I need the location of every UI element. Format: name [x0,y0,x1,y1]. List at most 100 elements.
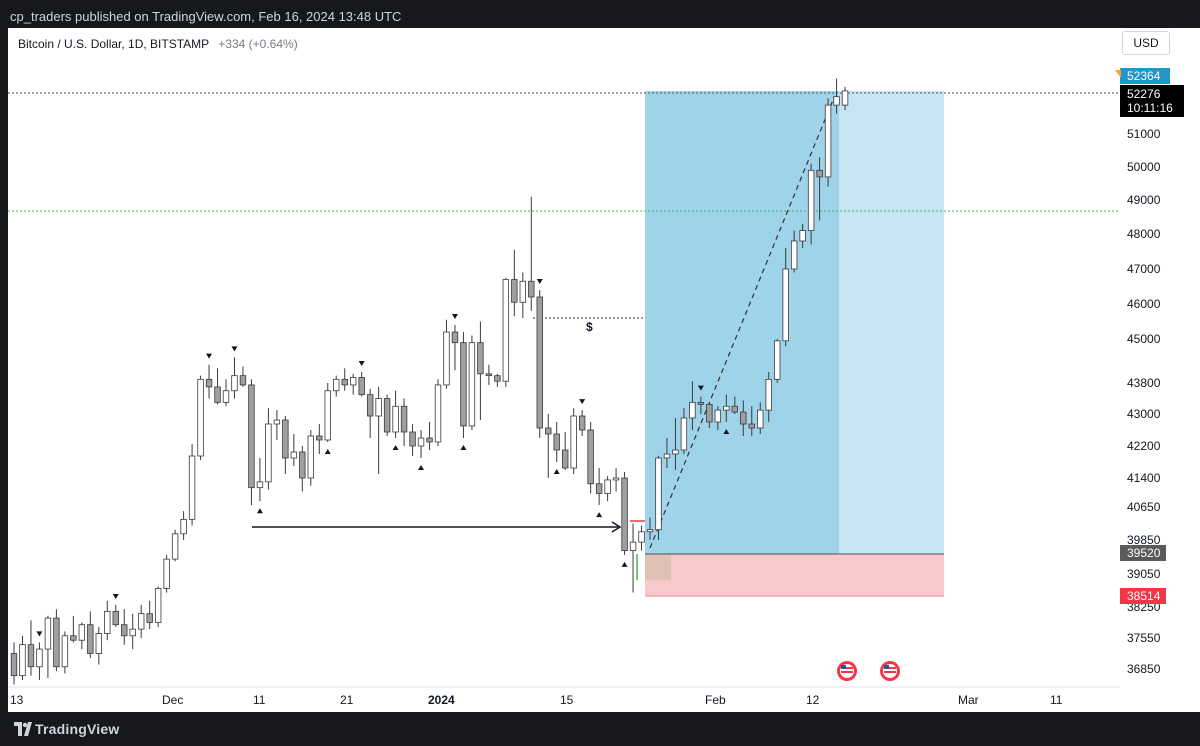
candle[interactable] [426,437,433,443]
candle[interactable] [188,455,196,520]
candle[interactable] [765,378,772,411]
symbol-title[interactable]: Bitcoin / U.S. Dollar, 1D, BITSTAMP [18,37,209,51]
candle[interactable] [205,378,213,388]
candle[interactable] [807,169,815,232]
candle[interactable] [451,331,459,344]
long-position-profit-zone-ext[interactable] [839,91,944,554]
candle[interactable] [333,378,340,392]
candle[interactable] [774,340,781,380]
chart-legend[interactable]: Bitcoin / U.S. Dollar, 1D, BITSTAMP +334… [18,37,298,51]
us-event-icon[interactable] [837,661,857,681]
candle[interactable] [460,342,467,427]
candle[interactable] [790,240,798,270]
candle[interactable] [61,635,69,668]
candle[interactable] [443,331,450,386]
candle[interactable] [578,415,586,431]
candle[interactable] [528,280,535,298]
currency-button[interactable]: USD [1122,31,1170,55]
candle[interactable] [239,375,247,386]
candle[interactable] [349,377,357,386]
candle[interactable] [137,613,145,630]
candle[interactable] [180,518,187,535]
candle[interactable] [816,169,823,178]
candle[interactable] [358,377,365,396]
long-position-stop-zone[interactable] [645,554,944,596]
candle[interactable] [375,398,382,417]
candle[interactable] [468,342,476,427]
candle[interactable] [434,384,442,443]
candle[interactable] [731,405,738,413]
us-event-icon-2[interactable] [880,661,900,681]
candle[interactable] [112,611,119,626]
candle[interactable] [757,409,764,429]
candle[interactable] [714,409,722,423]
candle[interactable] [27,644,35,668]
candle[interactable] [171,533,179,560]
candle[interactable] [256,481,264,489]
candle[interactable] [604,479,611,494]
candle[interactable] [197,378,204,457]
candle[interactable] [341,378,348,386]
candle[interactable] [417,437,425,447]
candle[interactable] [612,477,620,481]
candle[interactable] [383,398,391,433]
candle[interactable] [511,279,518,303]
candle[interactable] [824,104,832,178]
candle[interactable] [477,342,484,375]
candle[interactable] [748,423,755,429]
candle[interactable] [129,628,136,637]
candle[interactable] [841,90,849,106]
candle[interactable] [562,449,569,469]
candle[interactable] [282,419,289,459]
candle[interactable] [697,401,705,405]
candle[interactable] [494,375,501,382]
candle[interactable] [621,477,628,552]
candle[interactable] [833,96,840,106]
candle[interactable] [19,644,26,677]
candle[interactable] [553,433,560,451]
candle[interactable] [638,531,645,543]
candle[interactable] [519,280,526,303]
candle[interactable] [672,449,679,455]
candle[interactable] [324,390,331,441]
candle[interactable] [121,624,128,637]
candle[interactable] [392,405,399,433]
candle[interactable] [104,611,111,634]
candle[interactable] [290,451,298,459]
candle[interactable] [273,419,281,425]
candle[interactable] [409,431,416,447]
candle[interactable] [248,384,255,489]
candle[interactable] [222,390,230,403]
candle[interactable] [723,405,730,411]
candle[interactable] [10,653,18,677]
candle[interactable] [655,457,662,531]
candle[interactable] [214,386,221,403]
candle[interactable] [231,375,238,392]
candle[interactable] [307,435,314,479]
candle[interactable] [646,529,654,533]
candle[interactable] [163,558,170,589]
candle[interactable] [706,403,713,423]
candle[interactable] [36,648,43,668]
candle[interactable] [587,429,594,485]
candle[interactable] [629,541,637,552]
candle[interactable] [799,230,806,242]
candle[interactable] [70,635,77,641]
candle[interactable] [400,405,408,433]
candle[interactable] [570,415,577,469]
candle[interactable] [502,279,510,382]
candle[interactable] [44,617,52,650]
candle[interactable] [485,373,493,377]
candle[interactable] [95,633,102,654]
candle[interactable] [265,423,272,483]
candle[interactable] [680,417,688,451]
candle[interactable] [53,617,60,668]
candle[interactable] [154,588,162,623]
candle[interactable] [545,427,552,435]
candle[interactable] [78,624,86,641]
candle[interactable] [740,411,747,425]
candle[interactable] [663,453,671,459]
candle[interactable] [689,401,696,419]
candle[interactable] [146,613,153,623]
